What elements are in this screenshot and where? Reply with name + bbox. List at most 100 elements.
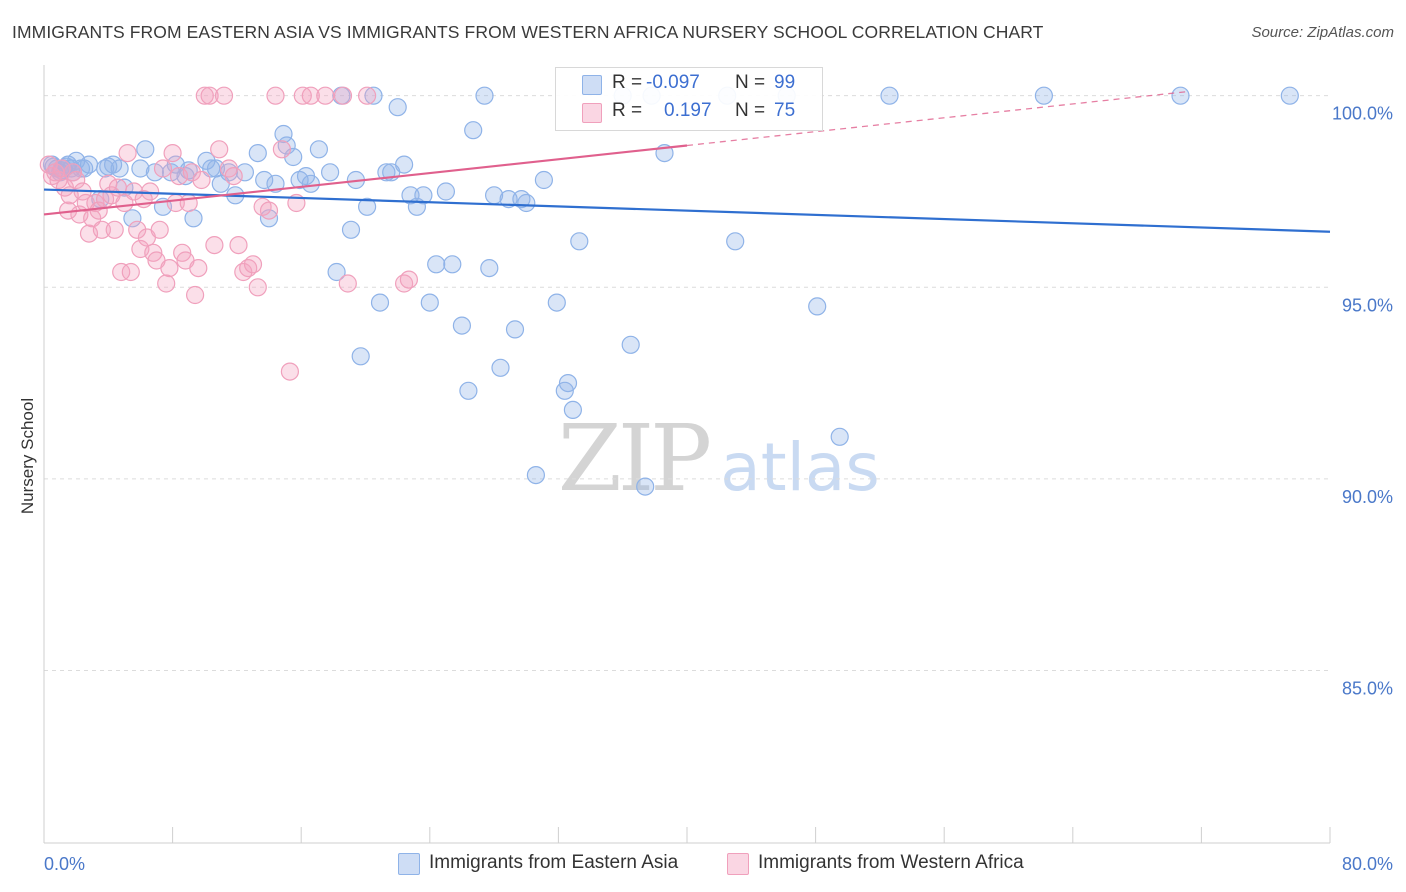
legend-label: Immigrants from Western Africa — [758, 852, 1024, 873]
y-tick-label: 90.0% — [1342, 487, 1393, 507]
data-point — [321, 163, 340, 182]
data-point — [341, 220, 361, 239]
data-point — [121, 262, 140, 282]
legend-swatch-pink — [582, 103, 602, 123]
data-point — [163, 144, 182, 163]
data-point — [309, 140, 328, 159]
data-point — [160, 259, 179, 278]
data-point — [136, 140, 155, 159]
data-point — [157, 274, 176, 293]
data-point — [534, 170, 554, 190]
series-western-africa-points — [39, 86, 418, 381]
data-point — [301, 174, 320, 193]
data-point — [563, 400, 583, 419]
data-point — [414, 186, 433, 205]
trend-line-eastern-asia — [43, 188, 1331, 233]
data-point — [131, 159, 150, 178]
y-tick-label: 100.0% — [1332, 104, 1393, 124]
data-point — [480, 259, 499, 278]
data-point — [880, 86, 899, 105]
data-point — [112, 262, 131, 282]
data-point — [491, 358, 510, 377]
watermark: ZIP atlas — [558, 405, 880, 512]
data-point — [316, 86, 335, 105]
data-point — [248, 144, 267, 163]
data-point — [808, 297, 827, 316]
legend-r-label: R = — [612, 100, 643, 121]
data-point — [443, 255, 462, 274]
x-tick-label: 0.0% — [44, 854, 85, 874]
data-point — [259, 209, 279, 228]
axes — [43, 65, 1331, 844]
data-point — [118, 144, 137, 163]
data-point — [67, 170, 86, 190]
data-point — [49, 170, 68, 190]
data-point — [280, 362, 299, 381]
data-point — [92, 220, 112, 239]
data-point — [621, 335, 640, 354]
data-point — [214, 86, 234, 105]
data-point — [184, 209, 203, 228]
data-point — [123, 209, 142, 228]
data-point — [110, 159, 129, 178]
data-point — [351, 347, 370, 366]
data-point — [1280, 86, 1299, 105]
data-point — [153, 159, 173, 178]
data-point — [99, 157, 118, 176]
data-point — [420, 293, 439, 312]
data-point — [517, 193, 536, 213]
data-point — [570, 232, 589, 251]
data-point — [128, 220, 147, 239]
trend-lines — [43, 91, 1331, 233]
legend-swatch-blue — [582, 75, 602, 95]
data-point — [636, 477, 655, 496]
data-point — [272, 140, 291, 159]
data-point — [179, 161, 198, 180]
data-point — [401, 186, 420, 205]
legend-n-value: 99 — [774, 72, 796, 93]
legend-r-label: R = — [612, 72, 643, 93]
data-point — [52, 159, 71, 178]
legend-swatch-pink — [727, 853, 749, 875]
chart-title: IMMIGRANTS FROM EASTERN ASIA VS IMMIGRAN… — [12, 22, 1044, 42]
data-point — [259, 201, 279, 220]
watermark-atlas: atlas — [720, 429, 880, 506]
data-point — [105, 220, 124, 239]
data-point — [395, 155, 414, 174]
data-point — [301, 86, 320, 105]
data-point — [399, 270, 418, 289]
data-point — [255, 170, 274, 190]
tick-labels: 100.0% 95.0% 90.0% 85.0% 0.0% 80.0% — [44, 104, 1393, 874]
data-point — [192, 170, 211, 190]
data-point — [464, 121, 483, 140]
data-point — [364, 86, 383, 105]
legend-r-value: 0.197 — [664, 100, 712, 121]
data-point — [186, 285, 205, 305]
data-point — [200, 86, 219, 105]
legend-swatch-blue — [398, 853, 420, 875]
data-point — [229, 236, 248, 255]
y-tick-label: 85.0% — [1342, 679, 1393, 699]
data-point — [547, 293, 566, 312]
y-tick-label: 95.0% — [1342, 295, 1393, 315]
data-point — [830, 427, 849, 446]
data-point — [1171, 86, 1190, 105]
data-point — [182, 163, 201, 182]
data-point — [205, 236, 224, 255]
data-point — [370, 293, 390, 312]
watermark-zip: ZIP — [558, 405, 709, 512]
legend-n-label: N = — [735, 72, 766, 93]
data-point — [1034, 86, 1054, 105]
stats-legend: R = -0.097 N = 99 R = 0.197 N = 75 — [555, 67, 823, 131]
data-point — [248, 278, 267, 297]
legend-label: Immigrants from Eastern Asia — [429, 852, 679, 873]
data-point — [108, 178, 128, 197]
source-label: Source: ZipAtlas.com — [1251, 24, 1394, 41]
data-point — [459, 381, 478, 400]
x-tick-label: 80.0% — [1342, 854, 1393, 874]
data-point — [558, 374, 578, 393]
data-point — [526, 466, 546, 485]
data-point — [195, 86, 214, 105]
data-point — [358, 197, 377, 216]
